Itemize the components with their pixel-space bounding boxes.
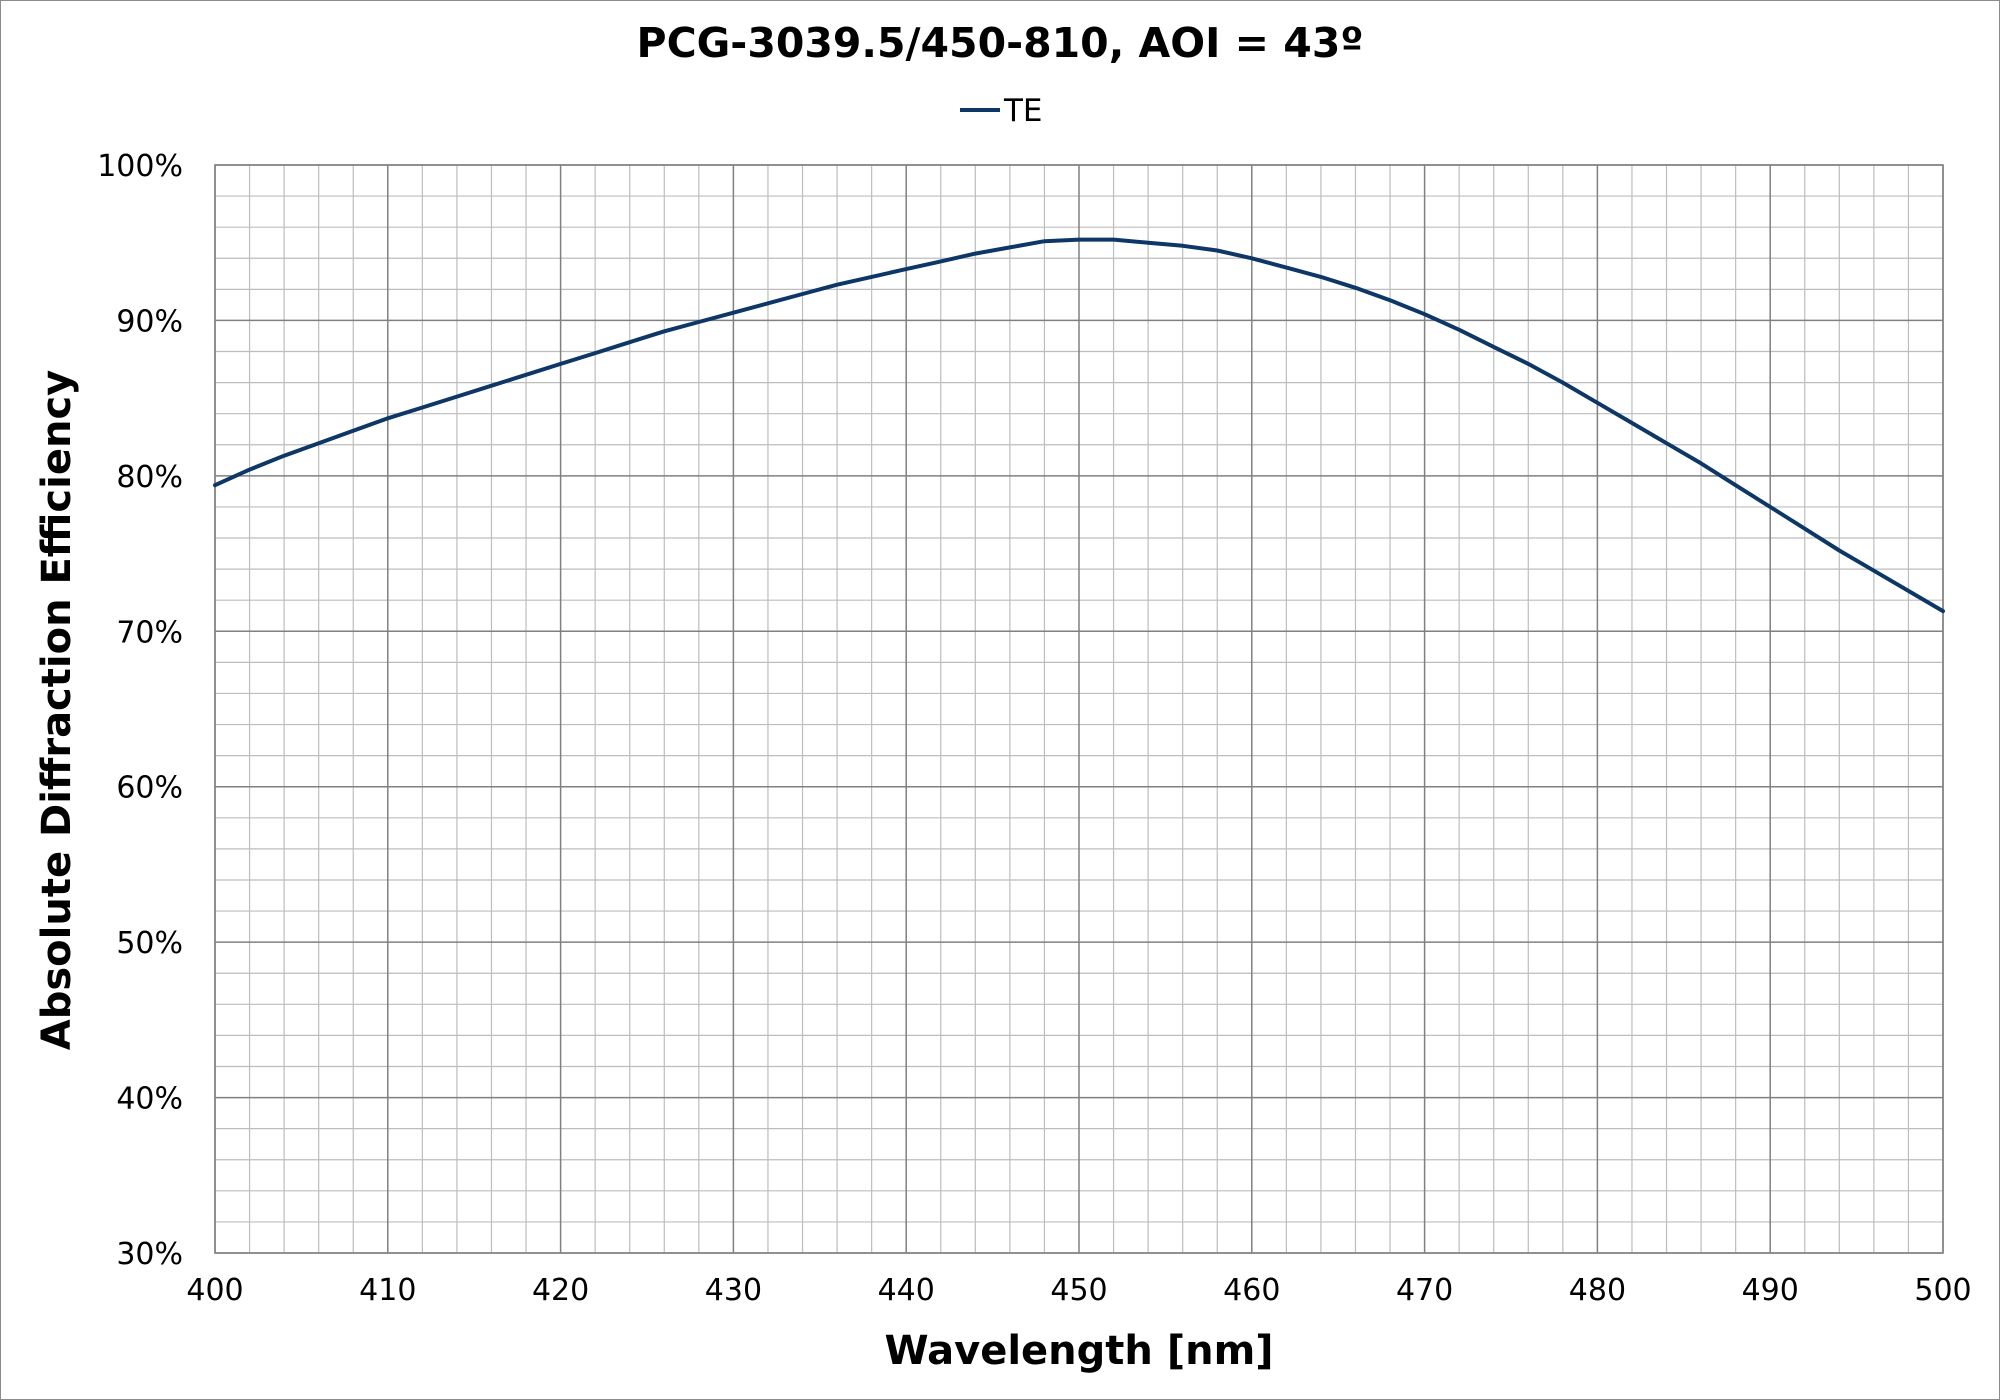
y-tick-label: 70% <box>116 615 183 650</box>
x-axis-label: Wavelength [nm] <box>884 1328 1273 1374</box>
y-tick-label: 40% <box>116 1082 183 1117</box>
x-tick-label: 420 <box>532 1273 589 1308</box>
x-tick-label: 410 <box>359 1273 416 1308</box>
legend: TE <box>960 93 1043 129</box>
x-tick-label: 500 <box>1914 1273 1971 1308</box>
x-tick-labels: 400 410 420 430 440 450 460 470 480 490 500 <box>186 1273 1971 1308</box>
y-tick-label: 60% <box>116 771 183 806</box>
x-tick-label: 430 <box>705 1273 762 1308</box>
y-tick-label: 50% <box>116 926 183 961</box>
plot-area-border <box>214 164 1944 1254</box>
chart-title: PCG-3039.5/450-810, AOI = 43º <box>637 19 1364 67</box>
y-tick-label: 90% <box>116 304 183 339</box>
x-tick-label: 490 <box>1742 1273 1799 1308</box>
series-layer <box>213 237 1945 614</box>
x-tick-label: 470 <box>1396 1273 1453 1308</box>
y-tick-label: 80% <box>116 460 183 495</box>
legend-label-te: TE <box>1003 93 1043 129</box>
x-tick-label: 460 <box>1223 1273 1280 1308</box>
y-tick-label: 30% <box>116 1237 183 1272</box>
x-tick-label: 480 <box>1569 1273 1626 1308</box>
series-line-te <box>213 237 1945 614</box>
y-tick-labels: 30% 40% 50% 60% 70% 80% 90% 100% <box>97 149 183 1272</box>
x-tick-label: 450 <box>1050 1273 1107 1308</box>
y-axis-label: Absolute Diffraction Efficiency <box>34 370 80 1050</box>
y-tick-label: 100% <box>97 149 183 184</box>
x-tick-label: 440 <box>878 1273 935 1308</box>
x-tick-label: 400 <box>186 1273 243 1308</box>
grid-major <box>214 164 1944 1254</box>
